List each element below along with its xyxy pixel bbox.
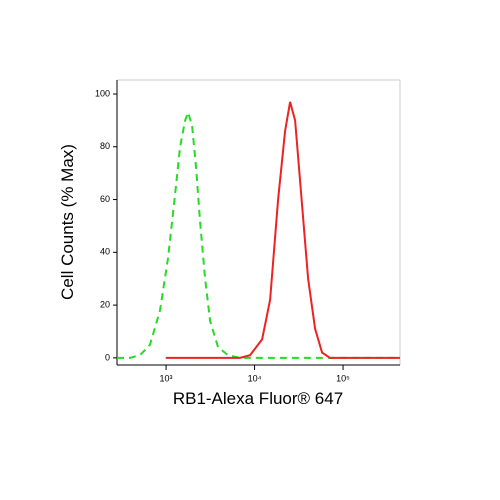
y-tick-label: 40 [100,247,110,257]
y-tick-label: 20 [100,299,110,309]
x-tick-label: 10³ [160,373,173,383]
series-line [165,101,400,359]
y-tick-label: 0 [105,352,110,362]
y-tick-label: 80 [100,141,110,151]
x-tick-label: 10⁵ [336,373,350,383]
series-line [117,109,400,359]
y-axis-label: Cell Counts (% Max) [58,144,77,300]
x-axis-label: RB1-Alexa Fluor® 647 [173,389,343,408]
y-tick-label: 100 [95,88,110,98]
y-tick-label: 60 [100,194,110,204]
x-tick-label: 10⁴ [248,373,262,383]
